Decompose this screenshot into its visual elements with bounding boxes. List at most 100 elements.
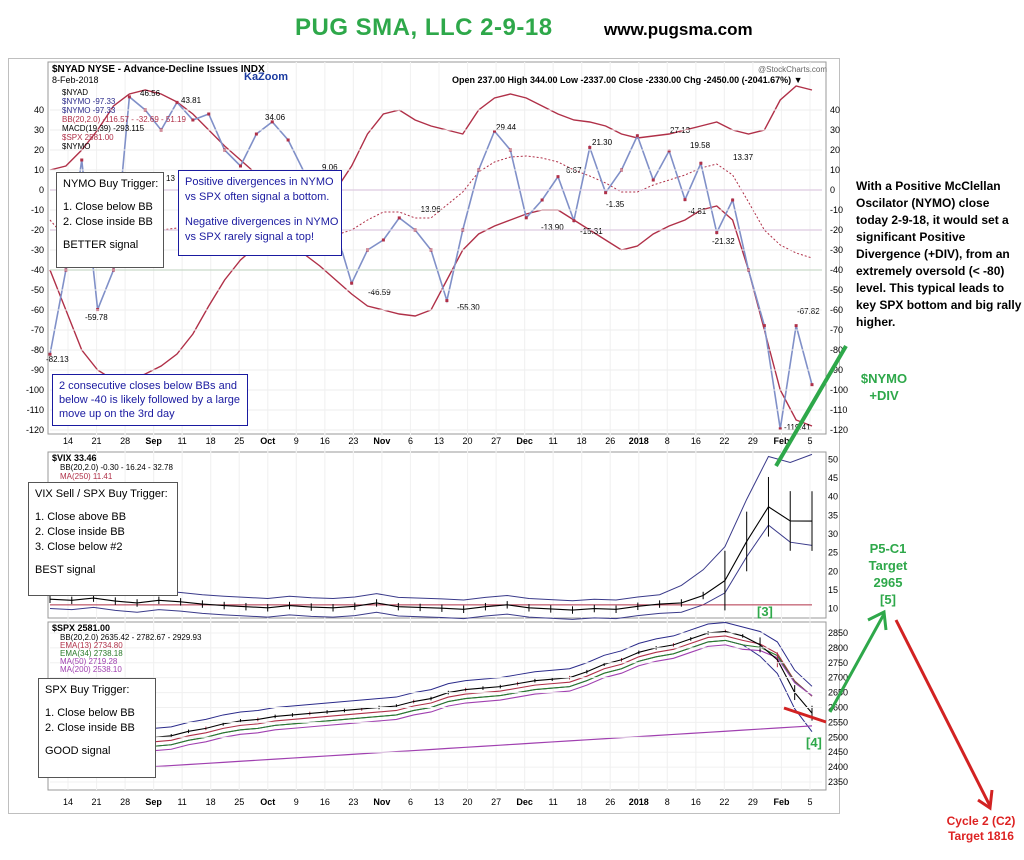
xtick: Sep bbox=[145, 797, 162, 807]
nymo-point bbox=[524, 216, 528, 220]
nyad-ytick-right: -70 bbox=[830, 325, 843, 335]
nymo-point-label: -82.13 bbox=[46, 355, 69, 364]
nymo-point bbox=[731, 198, 735, 202]
nymo-trigger-item1: 1. Close below BB bbox=[63, 201, 153, 213]
spx-trigger-box: SPX Buy Trigger: 1. Close below BB 2. Cl… bbox=[38, 678, 156, 778]
nyad-ytick-left: -40 bbox=[31, 265, 44, 275]
xtick: 22 bbox=[719, 436, 729, 446]
xtick: 21 bbox=[92, 797, 102, 807]
spx-ytick: 2700 bbox=[828, 673, 848, 683]
nymo-point bbox=[350, 281, 354, 285]
xtick: 11 bbox=[548, 797, 557, 807]
spx-ytick: 2550 bbox=[828, 717, 848, 727]
nymo-point-label: -67.82 bbox=[797, 307, 820, 316]
xtick: 22 bbox=[719, 797, 729, 807]
nymo-trigger-item2: 2. Close inside BB bbox=[63, 216, 153, 228]
cycle2-label: Cycle 2 (C2) Target 1816 bbox=[938, 814, 1024, 844]
xtick: 18 bbox=[206, 797, 216, 807]
nyad-ytick-left: -80 bbox=[31, 345, 44, 355]
nymo-point bbox=[48, 352, 52, 356]
nyad-legend-4: MACD(19,39) -293.115 bbox=[62, 124, 145, 133]
xtick: 27 bbox=[491, 436, 501, 446]
spx-legend-3: MA(50) 2719.28 bbox=[60, 657, 118, 666]
nymo-point bbox=[207, 112, 211, 116]
xtick: 28 bbox=[120, 797, 130, 807]
nyad-ytick-left: 20 bbox=[34, 145, 44, 155]
nymo-point-label: -55.30 bbox=[457, 303, 480, 312]
spx-legend-1: EMA(13) 2734.80 bbox=[60, 641, 123, 650]
nymo-point-label: 13 bbox=[166, 174, 175, 183]
xtick: 27 bbox=[491, 797, 501, 807]
p5-label-4: [5] bbox=[880, 592, 896, 607]
vix-ytick: 10 bbox=[828, 604, 838, 614]
xtick: 11 bbox=[177, 797, 186, 807]
nymo-point-label: 21.30 bbox=[592, 138, 613, 147]
nymo-point bbox=[540, 198, 544, 202]
consecutive-line3: move up on the 3rd day bbox=[59, 408, 175, 420]
xtick: 16 bbox=[320, 436, 330, 446]
spx-bottom-line bbox=[783, 706, 827, 724]
nymo-point-label: -21.32 bbox=[712, 237, 735, 246]
xtick: 21 bbox=[92, 436, 102, 446]
nyad-ytick-left: -110 bbox=[27, 405, 44, 415]
spx-ytick: 2850 bbox=[828, 628, 848, 638]
spx-legend-0: BB(20,2.0) 2635.42 - 2782.67 - 2929.93 bbox=[60, 633, 202, 642]
xtick: 25 bbox=[234, 797, 244, 807]
nyad-ytick-right: -100 bbox=[830, 385, 848, 395]
nyad-ytick-left: -120 bbox=[26, 425, 44, 435]
xtick: Oct bbox=[260, 797, 275, 807]
nymo-point bbox=[683, 198, 687, 202]
nyad-ytick-right: -20 bbox=[830, 225, 843, 235]
header-website[interactable]: www.pugsma.com bbox=[604, 20, 753, 39]
xtick: 28 bbox=[120, 436, 130, 446]
vix-trigger-title: VIX Sell / SPX Buy Trigger: bbox=[35, 488, 168, 500]
spx-ytick: 2400 bbox=[828, 762, 848, 772]
nyad-ytick-right: 30 bbox=[830, 125, 840, 135]
spx-ema13 bbox=[49, 635, 813, 761]
nyad-date: 8-Feb-2018 bbox=[52, 75, 99, 85]
nyad-ytick-right: -80 bbox=[830, 345, 843, 355]
nymo-point bbox=[715, 231, 719, 235]
nyad-ytick-right: -110 bbox=[830, 405, 847, 415]
nymo-point bbox=[667, 149, 671, 153]
vix-trigger-box: VIX Sell / SPX Buy Trigger: 1. Close abo… bbox=[28, 482, 178, 596]
spx-trigger-item1: 1. Close below BB bbox=[45, 707, 135, 719]
vix-ytick: 20 bbox=[828, 566, 838, 576]
xtick: 23 bbox=[348, 436, 358, 446]
nyad-ytick-right: -40 bbox=[830, 265, 843, 275]
xtick: 8 bbox=[665, 436, 670, 446]
nyad-ytick-left: -50 bbox=[31, 285, 44, 295]
p5-label: P5-C1 Target 2965 [5] bbox=[862, 540, 914, 608]
xtick: 29 bbox=[748, 436, 758, 446]
spx-trigger-title: SPX Buy Trigger: bbox=[45, 684, 130, 696]
nymo-point-label: -1.35 bbox=[606, 200, 625, 209]
nymo-point bbox=[572, 219, 576, 223]
divergence-line2: vs SPX often signal a bottom. bbox=[185, 191, 330, 203]
xtick: 16 bbox=[320, 797, 330, 807]
xtick: 13 bbox=[434, 436, 444, 446]
spx-ytick: 2450 bbox=[828, 747, 848, 757]
xtick: 2018 bbox=[629, 436, 649, 446]
xtick: 20 bbox=[463, 797, 473, 807]
nyad-ytick-right: -50 bbox=[830, 285, 843, 295]
spx-trigger-item2: 2. Close inside BB bbox=[45, 722, 135, 734]
nymo-point-label: -15.31 bbox=[580, 227, 603, 236]
nyad-ytick-left: 0 bbox=[39, 185, 44, 195]
spx-ytick: 2500 bbox=[828, 732, 848, 742]
xtick: 5 bbox=[807, 436, 812, 446]
nymo-point bbox=[127, 95, 131, 99]
divergence-line1: Positive divergences in NYMO bbox=[185, 176, 334, 188]
xtick: 5 bbox=[807, 797, 812, 807]
nyad-ytick-right: -10 bbox=[830, 205, 843, 215]
nymo-point-label: -13.90 bbox=[541, 223, 564, 232]
nymo-point-label: 43.81 bbox=[181, 96, 202, 105]
xtick: 9 bbox=[294, 797, 299, 807]
vix-ytick: 45 bbox=[828, 473, 838, 483]
p5-arrow bbox=[828, 609, 888, 713]
cycle2-label-2: Target 1816 bbox=[948, 829, 1014, 843]
nyad-ytick-left: -10 bbox=[31, 205, 44, 215]
vix-ytick: 40 bbox=[828, 492, 838, 502]
nyad-legend-3: BB(20,2.0) -116.57 - -32.69 - 51.19 bbox=[62, 115, 186, 124]
cycle2-label-1: Cycle 2 (C2) bbox=[946, 814, 1016, 828]
nymo-div-label: $NYMO +DIV bbox=[858, 370, 910, 404]
